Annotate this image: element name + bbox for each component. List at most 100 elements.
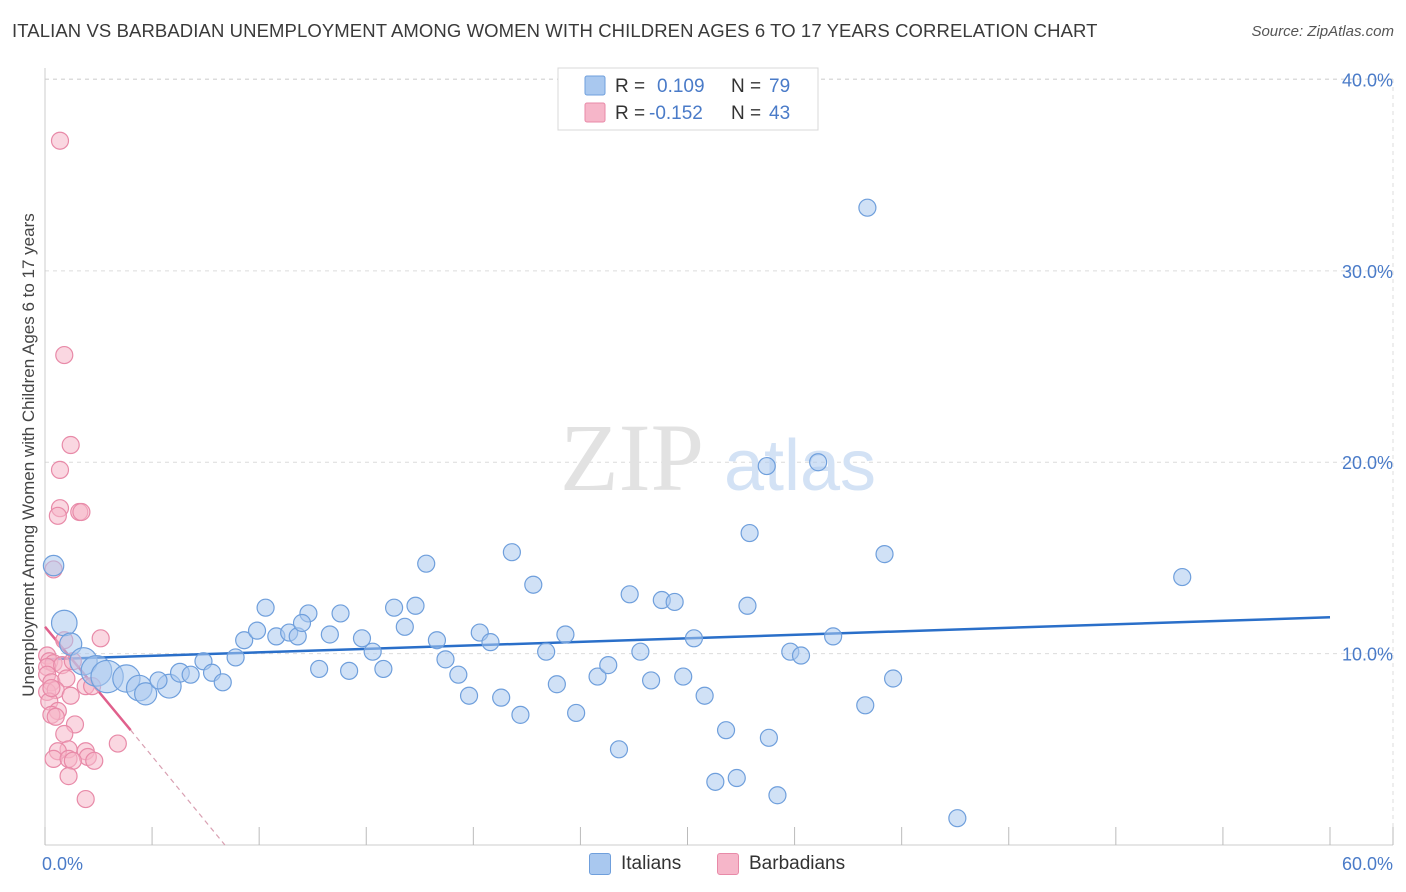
italian-point-27 xyxy=(352,629,372,648)
italian-point-47 xyxy=(567,703,586,723)
italian-point-45 xyxy=(547,675,566,694)
y-tick-label-0: 10.0% xyxy=(1342,645,1393,665)
italian-point-1 xyxy=(50,609,78,637)
watermark-atlas: atlas xyxy=(724,426,876,506)
italians-label: Italians xyxy=(621,853,682,874)
chart-title: ITALIAN VS BARBADIAN UNEMPLOYMENT AMONG … xyxy=(12,20,1098,41)
italian-point-42 xyxy=(511,705,530,724)
barbadian-point-19 xyxy=(57,669,76,688)
barbadian-point-30 xyxy=(55,724,74,744)
y-axis-title: Unemployment Among Women with Children A… xyxy=(19,213,38,697)
legend-n-value-1: 79 xyxy=(769,76,790,97)
italian-point-32 xyxy=(406,596,425,615)
italian-point-71 xyxy=(856,696,875,715)
italian-point-28 xyxy=(363,642,382,661)
italian-point-78 xyxy=(292,613,312,633)
legend-item-italians: Italians xyxy=(589,853,681,875)
y-tick-label-3: 40.0% xyxy=(1342,70,1393,90)
italian-point-61 xyxy=(727,768,746,788)
barbadian-point-42 xyxy=(42,678,61,698)
italian-point-40 xyxy=(492,688,511,707)
italian-point-69 xyxy=(809,453,828,472)
barbadian-point-5 xyxy=(48,506,67,525)
barbadian-point-2 xyxy=(61,435,80,455)
italian-point-44 xyxy=(537,642,556,661)
barbadians-trend-extension xyxy=(130,729,226,846)
italian-point-49 xyxy=(599,656,618,675)
italian-point-50 xyxy=(609,740,629,759)
italian-point-70 xyxy=(824,627,843,646)
barbadian-point-38 xyxy=(63,751,82,770)
legend-swatch-barbadians xyxy=(584,102,606,123)
italian-point-76 xyxy=(1173,567,1192,587)
italian-point-57 xyxy=(684,629,704,648)
italian-point-16 xyxy=(235,631,254,650)
barbadian-point-28 xyxy=(46,707,65,726)
italian-point-35 xyxy=(436,650,455,669)
italian-point-24 xyxy=(320,625,339,644)
italian-point-56 xyxy=(674,667,693,686)
barbadian-point-41 xyxy=(76,789,95,809)
italian-point-17 xyxy=(247,621,267,640)
italian-point-72 xyxy=(858,198,877,217)
source-label: Source: ZipAtlas.com xyxy=(1251,23,1394,40)
legend-r-value-2: -0.152 xyxy=(649,103,703,124)
y-tick-label-2: 30.0% xyxy=(1342,262,1393,282)
italian-point-36 xyxy=(449,665,468,684)
y-axis-tick-labels: 10.0% 20.0% 30.0% 40.0% xyxy=(1342,70,1393,664)
legend-r-label-1: R = xyxy=(615,76,645,97)
italian-point-18 xyxy=(256,598,275,617)
legend-r-value-1: 0.109 xyxy=(657,76,705,97)
italian-point-55 xyxy=(665,592,684,612)
italians-swatch xyxy=(589,853,611,875)
italian-point-29 xyxy=(374,659,393,679)
italian-point-31 xyxy=(395,617,414,636)
barbadian-point-40 xyxy=(59,767,78,786)
barbadian-point-7 xyxy=(72,502,91,522)
barbadian-point-31 xyxy=(108,734,127,753)
barbadians-points xyxy=(38,131,127,809)
italian-point-8 xyxy=(134,682,158,706)
italians-points xyxy=(42,198,1192,828)
italian-point-65 xyxy=(757,456,776,476)
italian-point-77 xyxy=(149,671,168,690)
barbadian-point-1 xyxy=(55,345,74,365)
italian-point-48 xyxy=(588,667,607,686)
barbadians-label: Barbadians xyxy=(749,853,846,874)
italian-point-26 xyxy=(340,661,359,680)
italian-point-30 xyxy=(384,598,404,617)
italian-point-37 xyxy=(459,686,479,705)
legend-n-label-2: N = xyxy=(731,103,761,124)
legend-r-label-2: R = xyxy=(615,103,645,124)
watermark-zip: ZIP xyxy=(560,404,704,511)
italian-point-33 xyxy=(417,554,436,573)
italian-point-41 xyxy=(502,543,521,562)
italian-point-73 xyxy=(875,545,894,564)
italian-point-46 xyxy=(556,625,575,644)
x-tick-label-0: 0.0% xyxy=(42,854,83,874)
italian-point-64 xyxy=(759,728,778,747)
legend-n-value-2: 43 xyxy=(769,103,790,124)
italian-point-14 xyxy=(213,673,232,692)
italian-point-75 xyxy=(948,809,967,828)
italian-point-62 xyxy=(738,596,757,615)
italian-point-53 xyxy=(641,671,661,690)
italian-point-58 xyxy=(695,686,714,705)
barbadian-point-0 xyxy=(50,131,70,150)
italian-point-25 xyxy=(331,604,350,623)
y-tick-label-1: 20.0% xyxy=(1342,453,1393,473)
italian-point-59 xyxy=(706,772,725,791)
italian-point-52 xyxy=(631,642,650,661)
barbadian-point-3 xyxy=(50,460,70,479)
barbadian-point-10 xyxy=(91,629,110,648)
legend-item-barbadians: Barbadians xyxy=(717,853,845,875)
x-axis-tick-labels: 0.0% 60.0% xyxy=(42,854,1393,874)
italian-point-63 xyxy=(740,523,759,543)
italian-point-60 xyxy=(716,721,736,740)
italian-point-66 xyxy=(768,786,787,805)
italian-point-43 xyxy=(524,575,543,594)
legend-swatch-italians xyxy=(584,75,606,96)
watermark: ZIP atlas xyxy=(560,404,876,511)
italian-point-39 xyxy=(481,633,500,652)
